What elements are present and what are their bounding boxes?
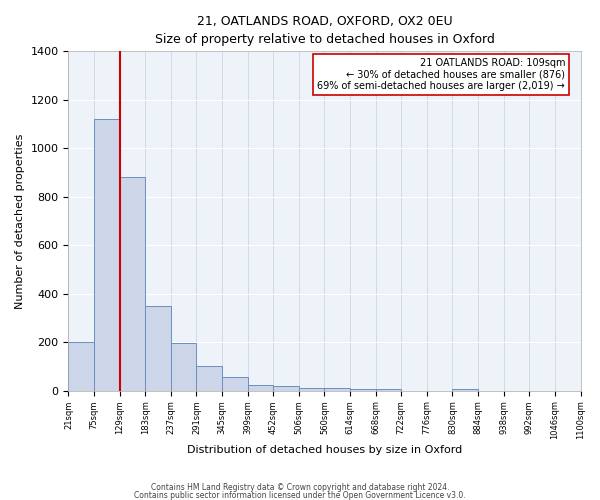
Y-axis label: Number of detached properties: Number of detached properties	[15, 134, 25, 308]
Bar	[299, 388, 325, 390]
Bar	[94, 119, 119, 390]
Text: Contains public sector information licensed under the Open Government Licence v3: Contains public sector information licen…	[134, 490, 466, 500]
Bar	[452, 389, 478, 390]
Bar	[145, 306, 171, 390]
Text: Contains HM Land Registry data © Crown copyright and database right 2024.: Contains HM Land Registry data © Crown c…	[151, 483, 449, 492]
Bar	[273, 386, 299, 390]
Bar	[222, 378, 248, 390]
Title: 21, OATLANDS ROAD, OXFORD, OX2 0EU
Size of property relative to detached houses : 21, OATLANDS ROAD, OXFORD, OX2 0EU Size …	[155, 15, 494, 46]
Bar	[248, 384, 273, 390]
Bar	[350, 389, 376, 390]
X-axis label: Distribution of detached houses by size in Oxford: Distribution of detached houses by size …	[187, 445, 462, 455]
Bar	[376, 389, 401, 390]
Bar	[196, 366, 222, 390]
Bar	[68, 342, 94, 390]
Bar	[325, 388, 350, 390]
Bar	[171, 344, 196, 390]
Bar	[119, 178, 145, 390]
Text: 21 OATLANDS ROAD: 109sqm
← 30% of detached houses are smaller (876)
69% of semi-: 21 OATLANDS ROAD: 109sqm ← 30% of detach…	[317, 58, 565, 92]
